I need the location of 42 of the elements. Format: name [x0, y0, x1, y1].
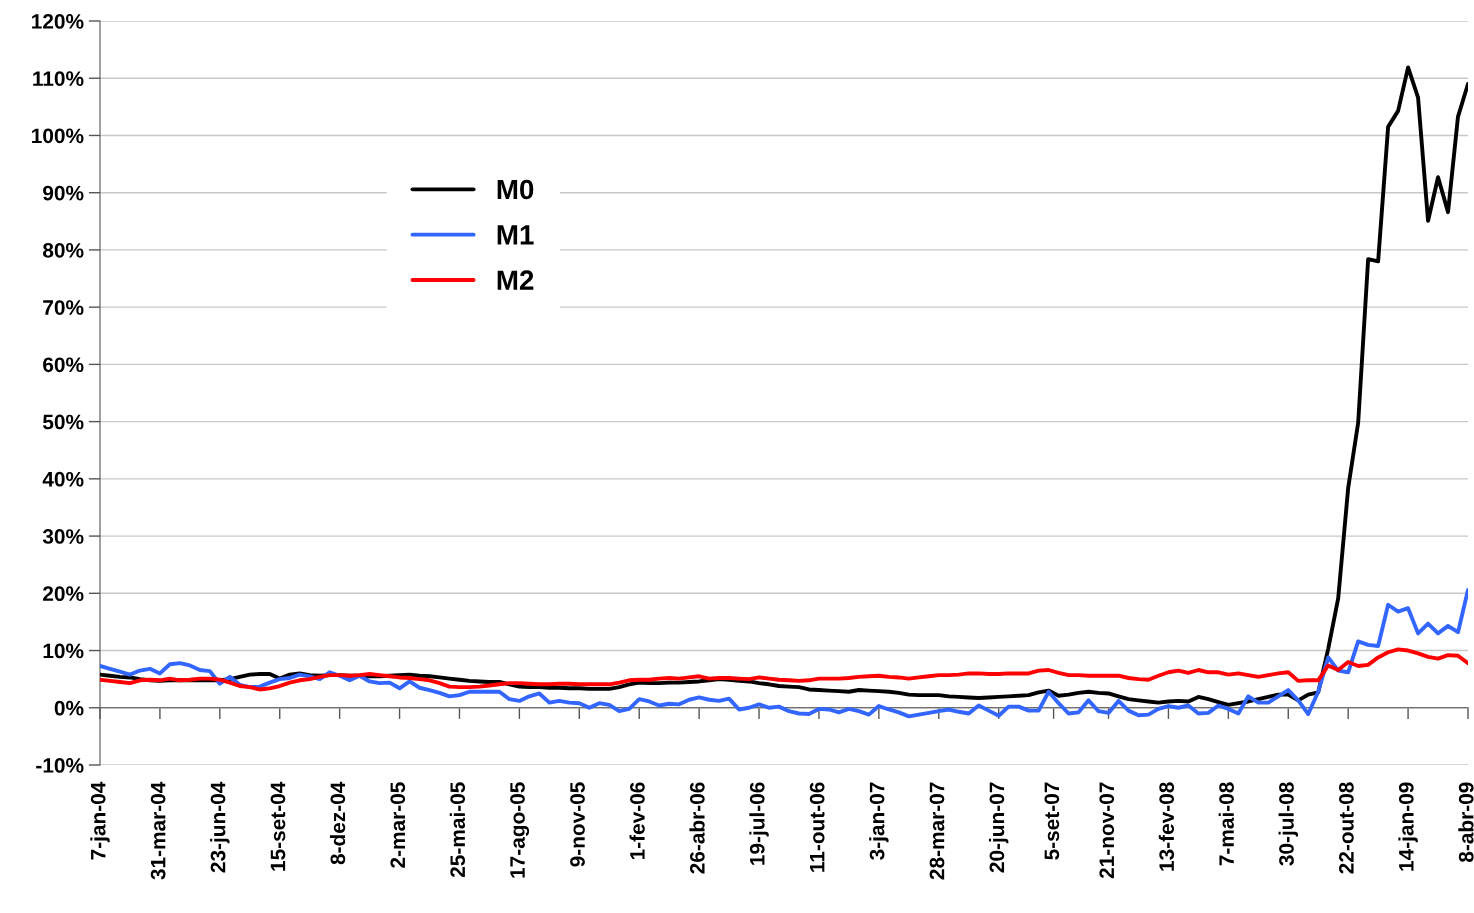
y-tick-label: 50% [42, 414, 84, 430]
x-tick-label: 26-abr-06 [689, 782, 705, 874]
x-tick-label: 2-mar-05 [390, 782, 406, 868]
x-tick-label: 21-nov-07 [1099, 782, 1115, 879]
y-tick-label: 100% [32, 128, 84, 144]
line-series [100, 647, 1468, 692]
x-tick-label: 1-fev-06 [629, 782, 645, 860]
x-tick-label: 25-mai-05 [449, 782, 466, 878]
y-tick-label: 60% [43, 357, 84, 373]
x-tick-label: 7-jan-04 [90, 781, 110, 860]
y-tick-label: 70% [43, 300, 84, 315]
legend-label: M1 [497, 225, 534, 245]
x-tick-label: 23-jun-04 [210, 781, 230, 873]
y-tick-label: 0% [54, 700, 84, 716]
y-tick-label: 20% [43, 586, 84, 602]
x-tick-label: 5-set-07 [1044, 782, 1060, 860]
x-tick-label: 9-nov-05 [570, 782, 585, 867]
x-tick-label: 22-out-08 [1339, 782, 1354, 874]
y-tick-label: 110% [33, 71, 84, 86]
x-tick-label: 17-ago-05 [510, 782, 530, 878]
x-tick-label: 3-jan-07 [869, 782, 889, 860]
y-tick-label: -10% [36, 758, 84, 773]
y-tick-label: 40% [42, 471, 84, 487]
y-tick-label: 30% [42, 529, 84, 544]
y-tick-label: 10% [43, 643, 84, 659]
x-tick-label: 30-jul-08 [1278, 782, 1298, 866]
x-tick-label: 11-out-06 [809, 782, 825, 872]
y-tick-label: 80% [42, 242, 84, 258]
x-tick-label: 15-set-04 [270, 781, 286, 871]
y-tick-label: 90% [43, 185, 84, 201]
x-tick-label: 7-mai-08 [1218, 782, 1234, 866]
x-tick-label: 20-jun-07 [988, 782, 1009, 873]
x-tick-label: 8-dez-04 [329, 781, 346, 865]
legend-label: M0 [497, 179, 534, 200]
x-tick-label: 31-mar-04 [150, 781, 166, 880]
legend-label: M2 [497, 270, 534, 290]
y-tick-label: 120% [32, 14, 84, 29]
x-tick-label: 28-mar-07 [929, 782, 945, 880]
x-tick-label: 8-abr-09 [1458, 782, 1474, 863]
x-tick-label: 13-fev-08 [1158, 782, 1175, 871]
x-tick-label: 19-jul-06 [749, 782, 769, 865]
x-tick-label: 14-jan-09 [1398, 782, 1418, 871]
